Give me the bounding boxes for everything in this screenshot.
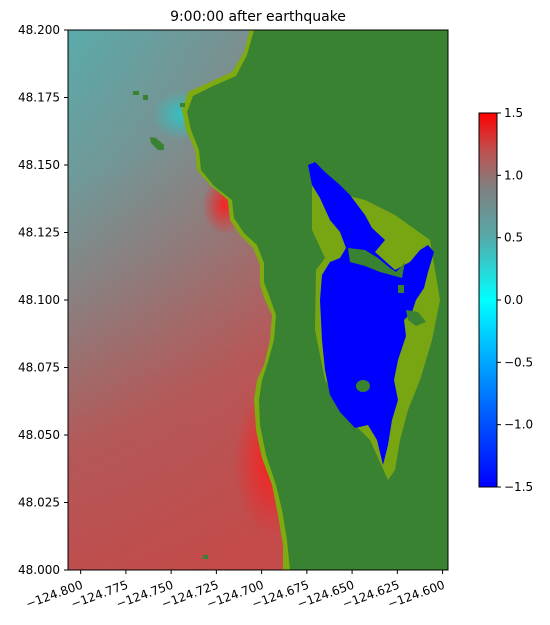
colorbar-tick-label: 0.5 [504,231,523,245]
y-tick-label: 48.025 [18,496,60,510]
y-tick-label: 48.150 [18,158,60,172]
colorbar-tick-label: 1.5 [504,106,523,120]
lake-islet-3 [406,310,426,326]
colorbar-ticks: 1.5 1.0 0.5 0.0 −0.5 −1.0 −1.5 [497,106,533,494]
y-tick-label: 48.000 [18,563,60,577]
lake-islet-2 [356,380,370,392]
map-area [68,30,448,570]
y-tick-label: 48.075 [18,361,60,375]
y-tick-label: 48.200 [18,23,60,37]
colorbar-tick-label: −1.5 [504,480,533,494]
y-tick-label: 48.125 [18,226,60,240]
colorbar-tick-label: 1.0 [504,168,523,182]
y-tick-label: 48.050 [18,428,60,442]
inner-lake [308,162,434,465]
y-tick-label: 48.100 [18,293,60,307]
lake-islet-1 [398,285,404,293]
chart-title: 9:00:00 after earthquake [170,9,346,25]
y-axis-ticks: 48.000 48.025 48.050 48.075 48.100 48.125 48.1… [18,23,68,577]
colorbar: 1.5 1.0 0.5 0.0 −0.5 −1.0 −1.5 [478,106,533,494]
lake-island [348,248,405,278]
colorbar-tick-label: −0.5 [504,355,533,369]
colorbar-gradient [479,113,497,487]
offshore-islets [133,91,208,559]
y-tick-label: 48.175 [18,91,60,105]
x-axis-ticks: −124.800−124.775−124.750−124.725−124.700… [24,570,447,611]
colorbar-tick-label: −1.0 [504,418,533,432]
colorbar-tick-label: 0.0 [504,293,523,307]
